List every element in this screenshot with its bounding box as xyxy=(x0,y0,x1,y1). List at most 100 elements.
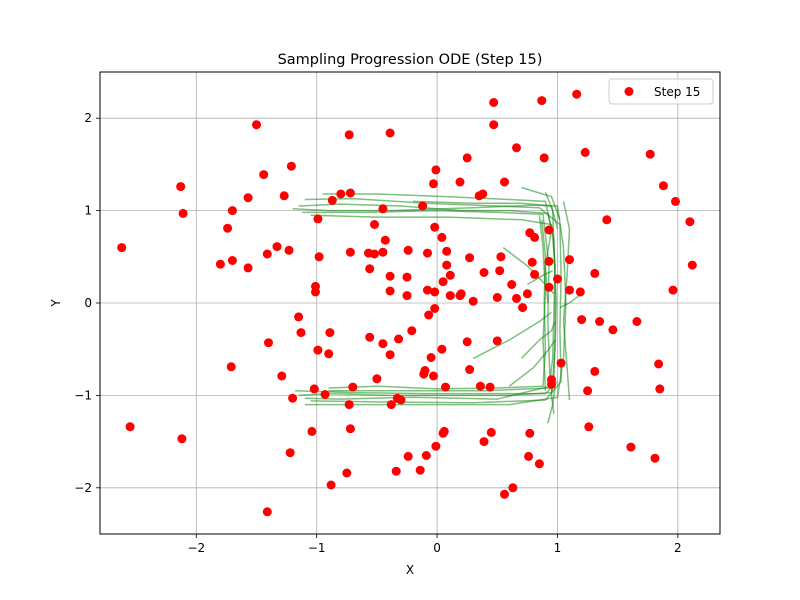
legend: Step 15 xyxy=(608,78,714,105)
data-point xyxy=(654,359,664,369)
data-point xyxy=(348,382,358,392)
y-tick-label: −2 xyxy=(74,481,92,495)
data-point xyxy=(419,369,429,379)
data-point xyxy=(650,453,660,463)
data-point xyxy=(553,274,562,284)
data-point xyxy=(423,285,432,295)
data-point xyxy=(252,120,261,130)
data-point xyxy=(327,195,337,205)
data-point xyxy=(307,426,317,436)
data-point xyxy=(442,246,452,256)
data-point xyxy=(687,260,697,270)
data-point xyxy=(512,293,521,303)
data-point xyxy=(465,253,475,263)
data-point xyxy=(608,325,618,335)
data-point xyxy=(437,344,447,354)
trajectory-line xyxy=(521,186,561,221)
data-point xyxy=(344,130,354,140)
data-point xyxy=(429,371,438,381)
data-point xyxy=(462,153,472,163)
data-point xyxy=(215,259,225,269)
data-point xyxy=(507,280,517,289)
data-point xyxy=(243,263,253,273)
trajectory-line xyxy=(520,321,556,359)
data-point xyxy=(496,252,506,262)
data-point xyxy=(372,374,382,384)
data-point xyxy=(632,317,642,326)
data-point xyxy=(385,350,395,360)
data-point xyxy=(426,353,436,362)
data-point xyxy=(286,161,296,171)
data-point xyxy=(468,296,478,306)
data-point xyxy=(365,332,375,342)
data-point xyxy=(479,268,489,277)
data-point xyxy=(430,222,440,232)
x-tick-label: −2 xyxy=(187,541,205,555)
grid xyxy=(100,72,720,534)
data-point xyxy=(262,507,272,517)
legend-label: Step 15 xyxy=(654,85,700,99)
data-point xyxy=(365,264,375,274)
data-point xyxy=(288,393,298,403)
data-point xyxy=(537,96,547,106)
data-point xyxy=(584,422,594,432)
data-point xyxy=(403,451,413,461)
data-point xyxy=(431,441,441,451)
data-point xyxy=(423,248,432,258)
trajectory-line xyxy=(559,293,583,309)
data-point xyxy=(429,179,438,189)
data-point xyxy=(530,232,540,242)
data-point xyxy=(418,201,428,211)
data-point xyxy=(386,400,396,410)
data-point xyxy=(524,451,534,461)
data-point xyxy=(320,390,330,399)
data-point xyxy=(445,291,455,301)
data-point xyxy=(326,480,336,490)
data-point xyxy=(492,336,502,346)
data-point xyxy=(544,225,554,235)
data-point xyxy=(539,153,549,163)
data-point xyxy=(117,243,127,253)
data-point xyxy=(508,483,518,493)
data-point xyxy=(590,366,600,376)
trajectory-line xyxy=(527,270,554,286)
data-point xyxy=(272,242,282,252)
data-point xyxy=(394,334,404,344)
data-point xyxy=(313,345,323,355)
data-point xyxy=(336,189,346,199)
data-point xyxy=(407,326,417,336)
data-point xyxy=(345,424,355,434)
legend-box xyxy=(608,78,714,105)
data-point xyxy=(544,256,554,266)
data-point xyxy=(602,215,612,225)
data-point xyxy=(527,257,537,267)
data-point xyxy=(294,312,304,322)
data-point xyxy=(345,247,355,257)
data-point xyxy=(370,249,379,259)
data-point xyxy=(658,181,668,191)
data-point xyxy=(547,375,556,385)
x-tick-label: 0 xyxy=(433,541,441,555)
y-axis-ticks: −2 −1 0 1 2 xyxy=(74,111,100,495)
data-point xyxy=(565,255,574,265)
legend-marker xyxy=(624,87,634,96)
data-point xyxy=(518,303,528,313)
data-point xyxy=(311,281,320,291)
data-point xyxy=(534,459,544,469)
data-point xyxy=(344,400,354,410)
data-point xyxy=(296,328,306,338)
data-point xyxy=(259,170,269,180)
data-point xyxy=(176,182,186,192)
data-point xyxy=(441,382,450,392)
trajectory-line xyxy=(412,200,559,230)
x-tick-label: −1 xyxy=(308,541,326,555)
data-point xyxy=(431,165,441,175)
data-point xyxy=(284,245,294,255)
data-point xyxy=(492,293,502,302)
data-point xyxy=(489,98,499,107)
y-tick-label: −1 xyxy=(74,388,92,402)
data-point xyxy=(583,386,593,396)
data-point xyxy=(485,382,495,392)
y-axis-label: Y xyxy=(49,299,63,308)
data-point xyxy=(380,235,390,245)
